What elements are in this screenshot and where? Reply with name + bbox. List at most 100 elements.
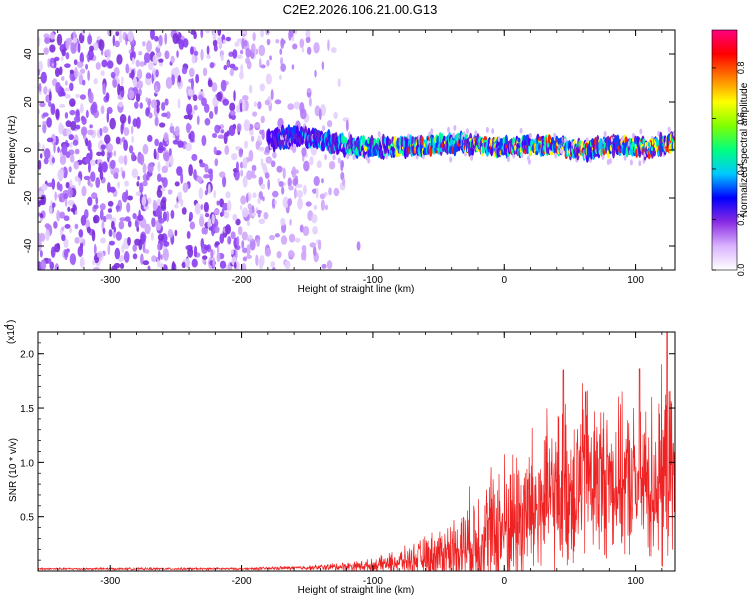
spectrogram-noise-blob: [189, 130, 195, 142]
spectrogram-noise-blob: [120, 123, 124, 135]
spectrogram-noise-blob: [43, 148, 51, 160]
spectrogram-halo-blob: [352, 154, 356, 161]
spectrogram-noise-blob: [131, 168, 139, 179]
spectrogram-noise-blob: [72, 37, 78, 44]
spectrogram-noise-blob: [49, 44, 56, 53]
spectrogram-noise-blob: [54, 67, 61, 78]
spectrogram-halo-blob: [629, 159, 633, 166]
spectrogram-noise-blob: [98, 39, 105, 51]
colorbar-ticks: 0.0 0.2 0.4 0.6 0.8: [712, 62, 746, 276]
spectrogram-noise-blob: [258, 146, 265, 152]
spectrogram-noise-blob: [211, 213, 215, 225]
spectrogram-noise-blob: [265, 73, 272, 85]
spectrogram-noise-blob: [199, 162, 206, 168]
spectrogram-noise-blob: [164, 32, 168, 45]
spectrogram-noise-blob: [279, 48, 283, 55]
spectrogram-noise-blob: [59, 103, 66, 108]
spectrogram-noise-blob: [260, 183, 266, 190]
spectrogram-noise-blob: [177, 98, 181, 110]
spectrogram-noise-blob: [189, 221, 196, 230]
spectrogram-noise-blob: [147, 265, 151, 270]
spectrogram-noise-blob: [190, 77, 195, 90]
spectrogram-noise-blob: [113, 150, 117, 157]
spectrogram-noise-blob: [114, 247, 121, 260]
spectrogram-halo-blob: [453, 124, 457, 131]
spectrogram-noise-blob: [145, 174, 150, 181]
spectrogram-noise-blob: [204, 163, 209, 173]
spectrogram-noise-blob: [260, 64, 266, 69]
spectrogram-noise-blob: [87, 162, 91, 173]
spectrogram-noise-blob: [137, 176, 140, 181]
spectrogram-noise-blob: [134, 101, 139, 109]
y-tick-label: 0.5: [20, 513, 34, 524]
spectrogram-noise-blob: [272, 266, 276, 270]
spectrogram-noise-blob: [203, 103, 210, 113]
spectrogram-noise-blob: [207, 183, 211, 195]
spectrogram-noise-blob: [235, 249, 238, 259]
spectrogram-noise-blob: [235, 218, 241, 226]
x-tick-label: -200: [232, 576, 252, 587]
spectrogram-noise-blob: [242, 256, 248, 262]
spectrogram-noise-blob: [202, 259, 207, 265]
spectrogram-signal-blob: [517, 137, 521, 143]
spectrogram-noise-blob: [64, 112, 69, 119]
x-tick-label: 0: [501, 576, 507, 587]
spectrogram-noise-blob: [333, 112, 338, 119]
spectrogram-noise-blob: [191, 54, 196, 64]
spectrogram-noise-blob: [327, 39, 330, 52]
spectrogram-noise-blob: [74, 223, 79, 230]
spectrogram-noise-blob: [151, 255, 157, 262]
spectrogram-noise-blob: [47, 182, 54, 187]
spectrogram-noise-blob: [213, 146, 217, 155]
spectrogram-noise-blob: [242, 247, 248, 254]
spectrogram-noise-blob: [165, 210, 170, 223]
spectrogram-noise-blob: [121, 170, 126, 179]
spectrogram-noise-blob: [56, 209, 61, 222]
spectrogram-noise-blob: [178, 39, 185, 50]
spectrogram-noise-blob: [87, 129, 94, 136]
spectrogram-noise-blob: [125, 33, 128, 46]
colorbar-tick-label: 0.2: [736, 213, 746, 226]
spectrogram-noise-blob: [74, 236, 80, 244]
spectrogram-noise-blob: [158, 217, 165, 224]
spectrogram-noise-blob: [169, 155, 174, 167]
spectrogram-noise-blob: [296, 190, 304, 199]
spectrogram-noise-blob: [208, 111, 214, 120]
spectrogram-noise-blob: [312, 226, 318, 235]
spectrogram-noise-blob: [239, 70, 244, 80]
spectrogram-noise-blob: [89, 124, 93, 129]
spectrogram-noise-blob: [65, 80, 68, 86]
spectrogram-noise-blob: [268, 234, 276, 241]
spectrogram-noise-blob: [114, 40, 120, 48]
spectrogram-noise-blob: [132, 76, 138, 87]
spectrogram-noise-blob: [202, 67, 208, 77]
spectrogram-noise-blob: [255, 254, 259, 267]
spectrogram-noise-blob: [223, 132, 228, 145]
spectrogram-halo-blob: [447, 126, 451, 133]
spectrogram-noise-blob: [216, 252, 221, 263]
spectrogram-noise-blob: [302, 226, 310, 237]
spectrogram-noise-blob: [57, 169, 64, 181]
spectrogram-signal-blob: [464, 133, 469, 139]
spectrogram-noise-blob: [248, 234, 253, 240]
spectrogram-noise-blob: [46, 137, 54, 143]
spectrogram-noise-blob: [125, 189, 129, 200]
spectrogram-noise-blob: [102, 126, 109, 134]
spectrogram-noise-blob: [253, 101, 258, 107]
spectrogram-noise-blob: [92, 259, 95, 266]
spectrogram-noise-blob: [251, 212, 257, 217]
spectrogram-noise-blob: [108, 229, 113, 237]
spectrogram-noise-blob: [171, 260, 176, 270]
spectrogram-noise-blob: [82, 238, 86, 247]
spectrogram-noise-blob: [151, 73, 154, 84]
spectrogram-noise-blob: [164, 98, 169, 106]
spectrogram-noise-blob: [106, 111, 110, 123]
spectrogram-noise-blob: [115, 231, 122, 241]
spectrogram-noise-blob: [48, 206, 53, 214]
spectrogram-noise-blob: [191, 153, 198, 162]
spectrogram-noise-blob: [80, 68, 86, 74]
spectrogram-noise-blob: [293, 30, 298, 35]
spectrogram-noise-blob: [280, 56, 284, 66]
spectrogram-noise-blob: [132, 212, 137, 220]
spectrogram-noise-blob: [102, 227, 106, 235]
